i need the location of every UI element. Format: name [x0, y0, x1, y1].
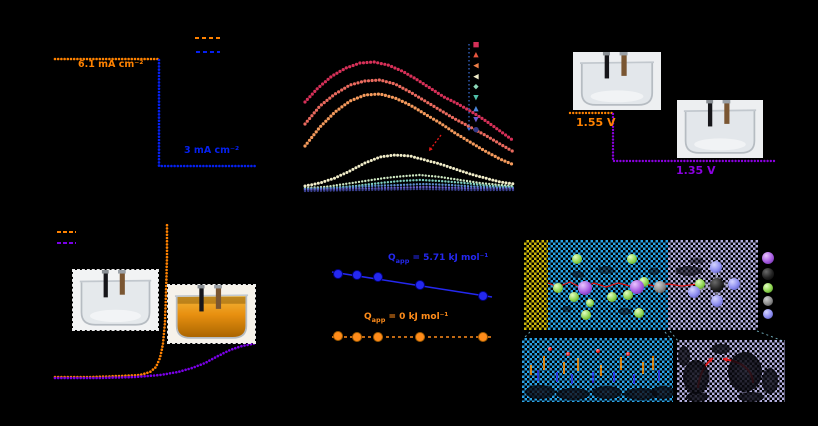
legend-marker-icon: ◆ — [473, 82, 479, 91]
molecular-cluster — [648, 268, 660, 275]
violet-ion — [728, 278, 740, 290]
red-ion — [566, 352, 570, 356]
molecule-stick — [652, 356, 654, 370]
violet-ion — [711, 295, 723, 307]
legend-marker-icon: ● — [472, 125, 480, 134]
electrode-dark — [103, 270, 108, 298]
molecule-stick — [613, 372, 615, 382]
gray-ion — [654, 281, 666, 293]
q-subscript: app — [395, 256, 410, 265]
green-ion — [627, 254, 637, 264]
legend-marker-icon: ■ — [472, 40, 480, 49]
molecule-stick — [556, 372, 558, 382]
purple-ion — [578, 281, 592, 295]
electrode-copper — [119, 271, 125, 295]
q-subscript: app — [371, 315, 386, 324]
red-ion — [596, 349, 600, 353]
molecule-stick — [592, 372, 594, 383]
molecule-stick — [620, 357, 622, 370]
beaker-photo-amber-electrolyte — [167, 284, 256, 344]
molecular-cluster — [556, 388, 590, 400]
molecular-cluster — [678, 346, 690, 366]
electrode-copper — [621, 53, 627, 76]
molecule-stick — [600, 365, 602, 376]
q-symbol: Q — [388, 253, 396, 263]
molecular-cluster — [562, 306, 572, 312]
electrode-copper — [215, 286, 222, 309]
molecular-cluster — [676, 266, 702, 276]
legend-sphere-purple — [762, 252, 774, 264]
legend-sphere-violet — [763, 309, 773, 319]
molecular-cluster — [728, 352, 762, 392]
red-ion — [548, 347, 552, 351]
activation-energy-blue-label: Qapp = 5.71 kJ mol⁻¹ — [388, 253, 489, 265]
green-ion — [569, 292, 579, 302]
legend-marker-icon: ◀ — [473, 61, 479, 70]
legend-marker-icon: ▲ — [473, 104, 479, 113]
molecule-stick — [571, 374, 573, 384]
green-ion — [553, 283, 563, 293]
molecule-stick — [537, 370, 539, 381]
purple-ion — [630, 280, 644, 294]
molecular-cluster — [686, 392, 708, 402]
beaker-photo-1p55V — [573, 52, 661, 110]
legend-sphere-gray — [763, 296, 773, 306]
electrode-copper — [724, 101, 730, 124]
molecular-cluster — [690, 258, 704, 264]
molecule-stick — [530, 365, 532, 375]
legend-marker-icon: ▼ — [473, 115, 479, 124]
current-density-low-label: 3 mA cm⁻² — [184, 145, 240, 156]
molecular-cluster — [683, 360, 709, 394]
molecule-stick — [642, 362, 644, 374]
green-ion — [623, 290, 633, 300]
current-density-high-label: 6.1 mA cm⁻² — [78, 59, 144, 70]
beaker-photo-clear-electrolyte — [72, 269, 159, 331]
molecule-stick — [633, 374, 635, 384]
green-ion — [586, 299, 594, 307]
panel-a-current-step — [30, 10, 270, 200]
molecule-stick — [563, 362, 565, 374]
green-ion — [581, 310, 591, 320]
violet-ion — [710, 261, 722, 273]
molecular-cluster — [618, 308, 632, 315]
molecular-cluster — [592, 386, 622, 399]
green-ion — [634, 308, 644, 318]
electrode-dark — [604, 52, 610, 79]
molecular-cluster — [712, 344, 730, 354]
molecular-cluster — [652, 386, 674, 399]
legend-marker-icon: ▼ — [473, 93, 479, 102]
green-ion — [695, 279, 705, 289]
aqueous-region — [548, 240, 668, 330]
molecule-stick — [658, 370, 660, 381]
molecule-stick — [543, 356, 545, 370]
panel-b-spectra — [290, 10, 520, 205]
voltage-low-label: 1.35 V — [676, 164, 716, 177]
q-value: = 0 kJ mol⁻¹ — [385, 312, 449, 322]
electrode-dark — [199, 285, 204, 312]
molecular-cluster — [598, 266, 614, 274]
legend-sphere-green — [763, 283, 773, 293]
legend-marker-icon: ▲ — [473, 50, 479, 59]
legend-sphere-black — [762, 268, 774, 280]
molecular-cluster — [624, 388, 658, 400]
violet-ion — [688, 286, 700, 298]
electrode-dark — [707, 100, 713, 127]
legend-marker-icon: ◀ — [473, 72, 479, 81]
molecular-cluster — [572, 271, 584, 278]
molecular-cluster — [738, 392, 764, 402]
beaker-photo-1p35V — [677, 100, 763, 158]
molecular-cluster — [762, 368, 778, 394]
green-ion — [572, 254, 582, 264]
black-ion — [710, 278, 724, 292]
voltage-high-label: 1.55 V — [576, 116, 616, 129]
gold-electrode-slab — [524, 240, 548, 330]
molecular-cluster — [525, 385, 555, 399]
molecule-stick — [577, 358, 579, 371]
red-ion — [626, 352, 630, 356]
activation-energy-orange-label: Qapp = 0 kJ mol⁻¹ — [364, 312, 449, 324]
q-value: = 5.71 kJ mol⁻¹ — [409, 253, 489, 263]
green-ion — [607, 292, 617, 302]
q-symbol: Q — [364, 312, 372, 322]
